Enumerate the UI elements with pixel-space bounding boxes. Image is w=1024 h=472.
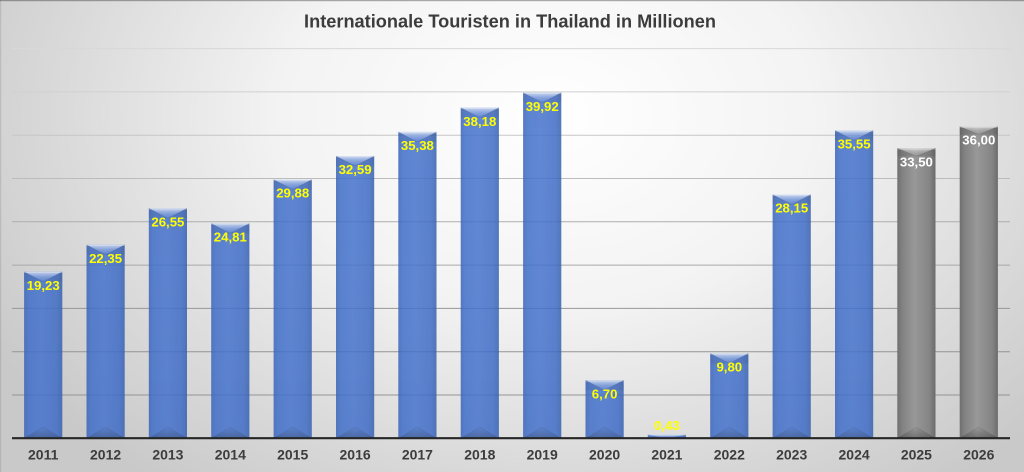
svg-text:2022: 2022 <box>714 447 745 463</box>
svg-text:39,92: 39,92 <box>526 99 559 114</box>
svg-text:2011: 2011 <box>28 447 59 463</box>
svg-text:2020: 2020 <box>589 447 620 463</box>
svg-text:26,55: 26,55 <box>151 215 184 230</box>
svg-text:35,38: 35,38 <box>401 138 434 153</box>
svg-text:2019: 2019 <box>527 447 558 463</box>
svg-text:6,70: 6,70 <box>592 386 618 401</box>
svg-text:2018: 2018 <box>464 447 495 463</box>
svg-text:24,81: 24,81 <box>214 230 247 245</box>
svg-text:2026: 2026 <box>963 447 994 463</box>
svg-text:33,50: 33,50 <box>900 154 933 169</box>
svg-text:9,80: 9,80 <box>716 360 742 375</box>
svg-text:19,23: 19,23 <box>27 278 60 293</box>
svg-text:2024: 2024 <box>839 447 870 463</box>
svg-text:38,18: 38,18 <box>463 114 496 129</box>
svg-text:35,55: 35,55 <box>838 137 871 152</box>
svg-text:2013: 2013 <box>152 447 183 463</box>
svg-text:22,35: 22,35 <box>89 251 122 266</box>
svg-text:2025: 2025 <box>901 447 932 463</box>
svg-text:Internationale Touristen in Th: Internationale Touristen in Thailand in … <box>304 12 716 32</box>
svg-text:2023: 2023 <box>776 447 807 463</box>
svg-text:2012: 2012 <box>90 447 121 463</box>
svg-text:2017: 2017 <box>402 447 433 463</box>
svg-text:29,88: 29,88 <box>276 186 309 201</box>
svg-text:36,00: 36,00 <box>962 133 995 148</box>
svg-text:32,59: 32,59 <box>339 162 372 177</box>
svg-text:28,15: 28,15 <box>775 201 808 216</box>
svg-text:2014: 2014 <box>215 447 246 463</box>
svg-text:2021: 2021 <box>651 447 682 463</box>
svg-text:0,43: 0,43 <box>654 418 680 433</box>
svg-text:2015: 2015 <box>277 447 308 463</box>
svg-text:2016: 2016 <box>340 447 371 463</box>
